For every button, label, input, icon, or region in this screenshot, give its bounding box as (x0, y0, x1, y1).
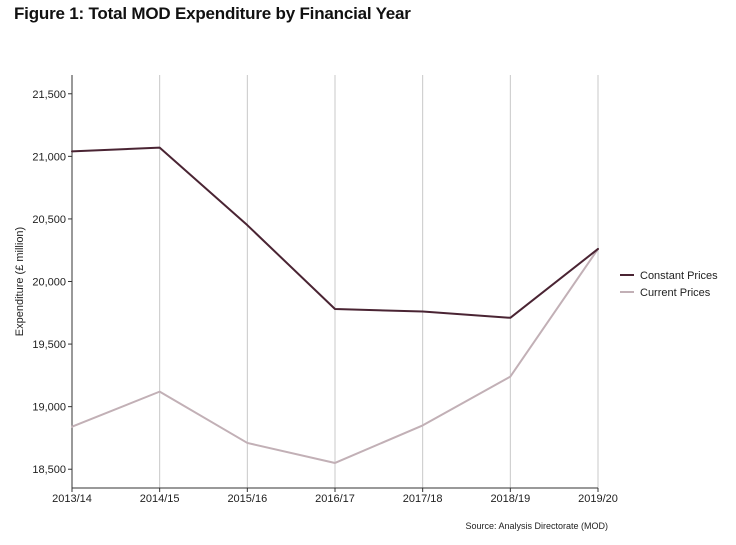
x-tick-label: 2018/19 (490, 493, 530, 505)
data-point-current-prices (246, 442, 248, 444)
data-point-constant-prices (71, 150, 73, 152)
data-point-constant-prices (422, 311, 424, 313)
data-point-constant-prices (334, 308, 336, 310)
data-point-current-prices (159, 391, 161, 393)
data-point-current-prices (71, 426, 73, 428)
data-point-current-prices (422, 424, 424, 426)
x-tick-label: 2013/14 (52, 493, 92, 505)
data-point-current-prices (334, 462, 336, 464)
x-tick-label: 2015/16 (227, 493, 267, 505)
axes: 18,500 19,000 19,500 20,000 20,500 21,000 21,5… (14, 75, 618, 505)
legend-label: Constant Prices (640, 270, 718, 282)
y-axis-label: Expenditure (£ million) (14, 227, 26, 336)
series-line-current-prices (71, 247, 599, 464)
series-lines (71, 146, 599, 464)
y-tick-label: 21,000 (32, 151, 66, 163)
data-point-constant-prices (509, 317, 511, 319)
y-tick-label: 18,500 (32, 464, 66, 476)
x-tick-label: 2014/15 (140, 493, 180, 505)
y-tick-label: 21,500 (32, 89, 66, 101)
figure-title: Figure 1: Total MOD Expenditure by Finan… (14, 4, 411, 23)
data-point-constant-prices (246, 224, 248, 226)
data-point-constant-prices (597, 248, 599, 250)
x-tick-label: 2019/20 (578, 493, 618, 505)
data-point-constant-prices (159, 147, 161, 149)
y-tick-label: 20,000 (32, 277, 66, 289)
legend-label: Current Prices (640, 287, 711, 299)
legend: Constant Prices Current Prices (620, 270, 718, 299)
data-point-current-prices (509, 376, 511, 378)
y-tick-label: 19,000 (32, 402, 66, 414)
x-tick-label: 2017/18 (403, 493, 443, 505)
x-tick-label: 2016/17 (315, 493, 355, 505)
grid-lines (159, 75, 599, 488)
y-tick-label: 20,500 (32, 214, 66, 226)
y-tick-label: 19,500 (32, 339, 66, 351)
series-line-constant-prices (71, 146, 599, 319)
source-note: Source: Analysis Directorate (MOD) (465, 521, 608, 531)
